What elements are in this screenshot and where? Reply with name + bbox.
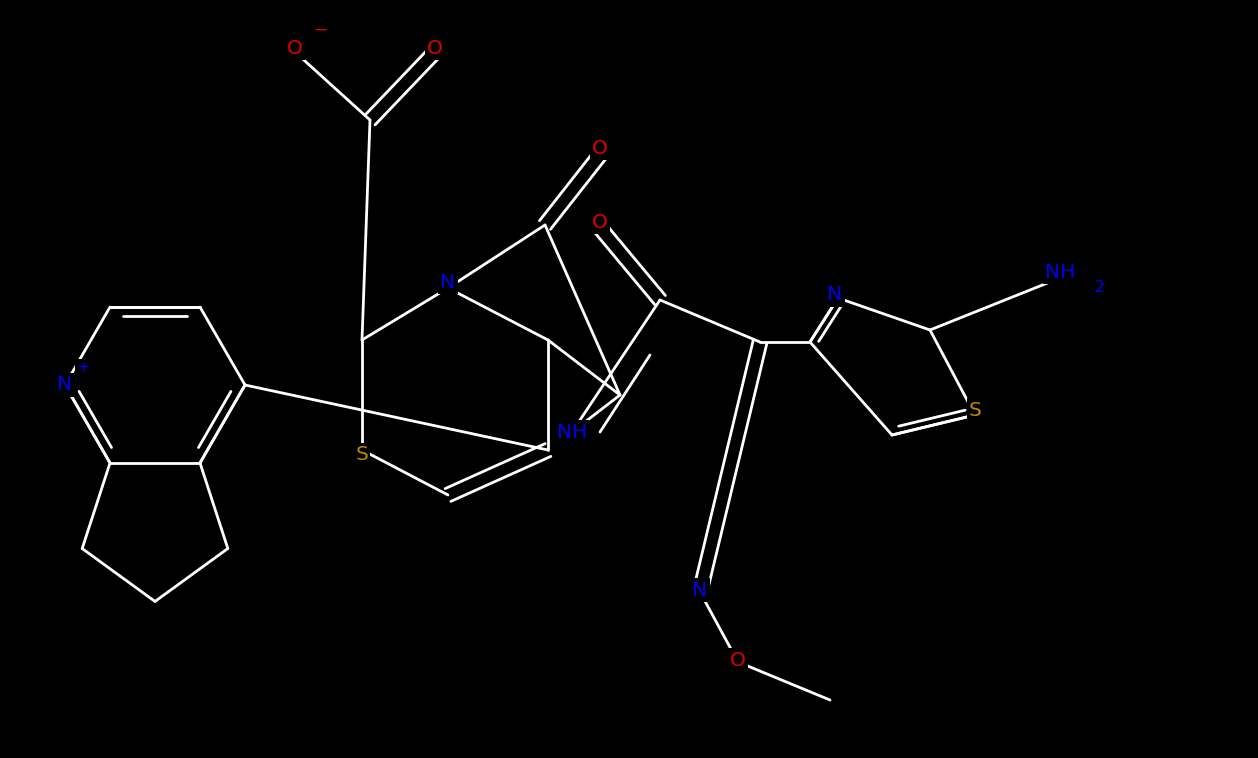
Text: N: N — [58, 375, 73, 394]
Text: O: O — [287, 39, 303, 58]
Text: NH: NH — [557, 422, 587, 441]
Text: NH: NH — [1045, 262, 1076, 281]
Text: O: O — [426, 39, 443, 58]
Text: N: N — [828, 286, 843, 305]
Text: O: O — [593, 139, 608, 158]
Text: N: N — [692, 581, 707, 600]
Text: +: + — [77, 361, 89, 375]
Text: S: S — [356, 446, 369, 465]
Text: O: O — [730, 650, 746, 669]
Text: N: N — [440, 272, 455, 292]
Text: 2: 2 — [1094, 280, 1105, 295]
Text: O: O — [593, 212, 608, 231]
Text: −: − — [313, 21, 327, 39]
Text: S: S — [969, 400, 981, 419]
